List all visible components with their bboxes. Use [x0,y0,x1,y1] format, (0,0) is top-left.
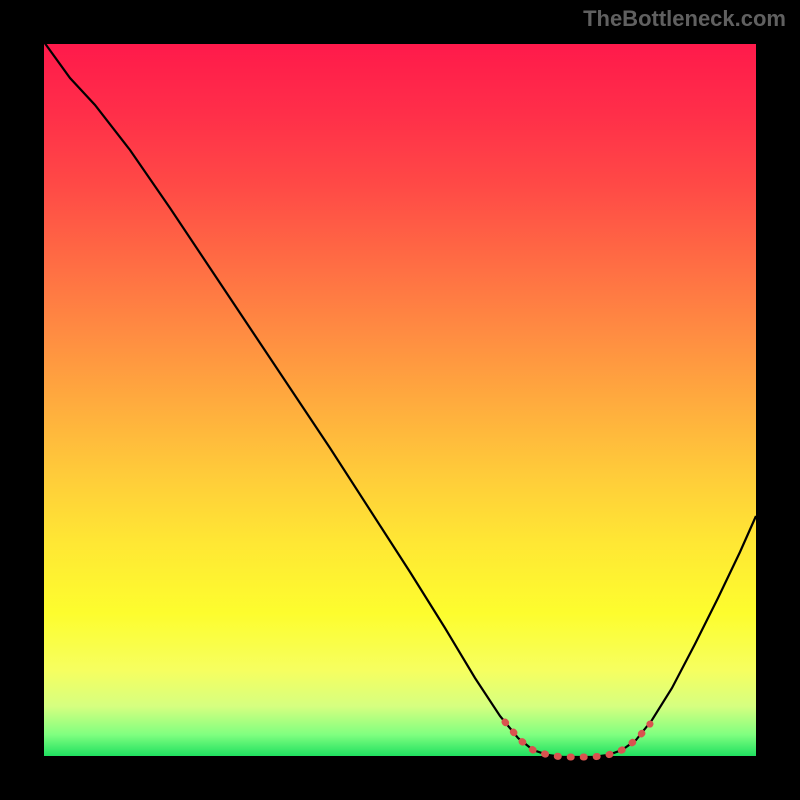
bottleneck-chart: TheBottleneck.com [0,0,800,800]
gradient-background [44,44,756,756]
chart-svg [0,0,800,800]
watermark-label: TheBottleneck.com [583,6,786,32]
